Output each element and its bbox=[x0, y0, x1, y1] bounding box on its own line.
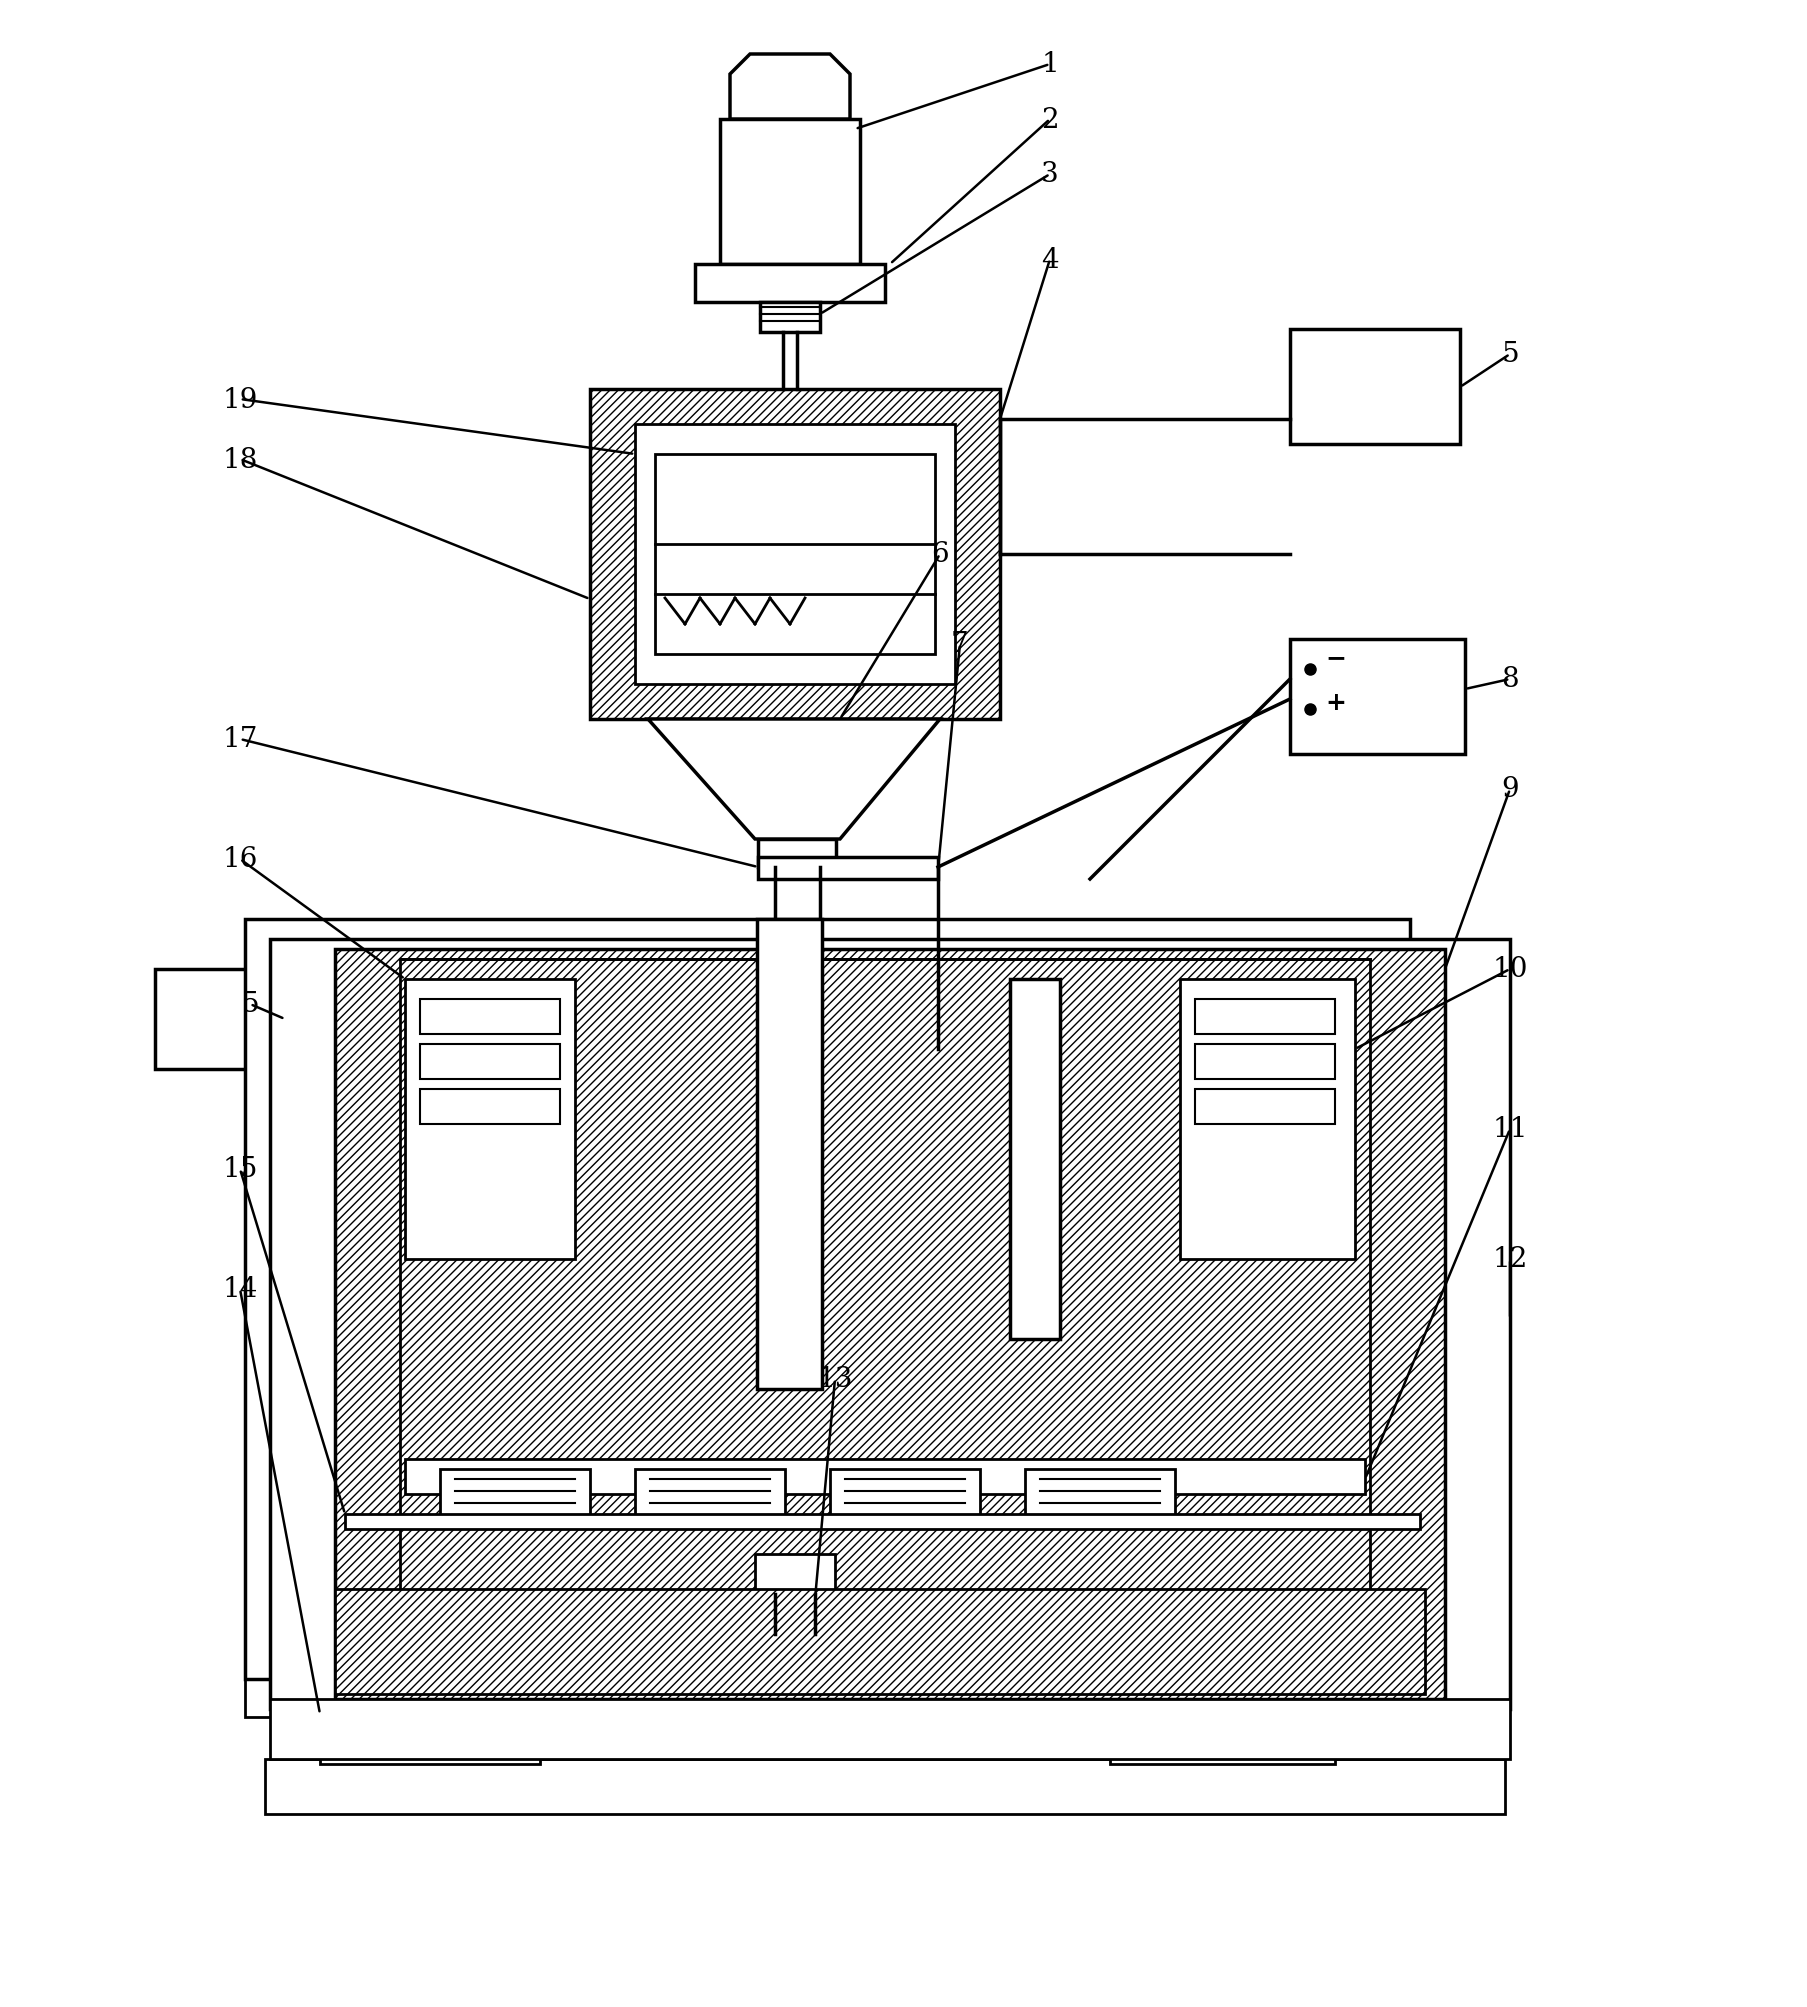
Bar bbox=[334, 949, 1444, 1700]
Bar bbox=[155, 969, 286, 1070]
Text: 17: 17 bbox=[222, 727, 258, 753]
Text: 19: 19 bbox=[222, 385, 258, 413]
Bar bbox=[246, 1680, 1409, 1718]
Bar bbox=[1180, 979, 1353, 1258]
Text: 2: 2 bbox=[1041, 106, 1059, 132]
Bar bbox=[246, 919, 1409, 1680]
Bar bbox=[419, 1044, 560, 1080]
Text: 5: 5 bbox=[240, 991, 258, 1018]
Bar bbox=[419, 1090, 560, 1124]
Bar bbox=[757, 857, 938, 879]
Polygon shape bbox=[647, 721, 940, 839]
Bar bbox=[345, 1513, 1418, 1529]
Bar bbox=[405, 1459, 1364, 1495]
Text: 9: 9 bbox=[1500, 777, 1518, 803]
Bar bbox=[829, 1469, 979, 1523]
Bar bbox=[399, 959, 1370, 1459]
Bar bbox=[334, 1590, 1424, 1694]
Bar bbox=[1010, 979, 1059, 1339]
Bar bbox=[266, 1758, 1503, 1814]
Bar bbox=[755, 1553, 835, 1594]
Bar bbox=[634, 1469, 784, 1523]
Bar bbox=[1109, 1710, 1334, 1764]
Bar bbox=[757, 919, 822, 1389]
Text: 10: 10 bbox=[1491, 955, 1527, 983]
Text: 13: 13 bbox=[817, 1367, 853, 1393]
Text: 14: 14 bbox=[222, 1276, 258, 1303]
Bar bbox=[634, 425, 954, 684]
Text: 3: 3 bbox=[1041, 161, 1059, 189]
Text: 8: 8 bbox=[1500, 666, 1518, 692]
Bar bbox=[269, 1700, 1509, 1758]
Text: 15: 15 bbox=[222, 1156, 258, 1182]
Bar bbox=[719, 120, 860, 265]
Bar bbox=[269, 939, 1509, 1710]
Polygon shape bbox=[730, 54, 849, 120]
Bar bbox=[1194, 1090, 1334, 1124]
Text: 6: 6 bbox=[931, 542, 949, 568]
Bar bbox=[1288, 329, 1460, 446]
Bar bbox=[405, 979, 575, 1258]
Bar bbox=[399, 959, 1370, 1600]
Bar bbox=[759, 303, 820, 333]
Bar bbox=[589, 389, 999, 721]
Text: 11: 11 bbox=[1491, 1116, 1527, 1142]
Bar bbox=[757, 839, 835, 867]
Text: 4: 4 bbox=[1041, 247, 1059, 273]
Text: +: + bbox=[1325, 690, 1344, 714]
Bar bbox=[1288, 640, 1464, 755]
Text: 5: 5 bbox=[1500, 341, 1518, 369]
Text: −: − bbox=[1325, 646, 1344, 670]
Text: 1: 1 bbox=[1041, 52, 1059, 78]
Text: 12: 12 bbox=[1491, 1246, 1527, 1272]
Text: 16: 16 bbox=[222, 847, 258, 873]
Bar bbox=[419, 999, 560, 1034]
Bar bbox=[320, 1710, 540, 1764]
Bar bbox=[439, 1469, 589, 1523]
Bar bbox=[694, 265, 884, 303]
Text: 7: 7 bbox=[950, 630, 969, 658]
Bar bbox=[1194, 1044, 1334, 1080]
Bar bbox=[1194, 999, 1334, 1034]
Bar bbox=[654, 456, 934, 654]
Text: 18: 18 bbox=[222, 446, 258, 474]
Bar bbox=[1025, 1469, 1175, 1523]
